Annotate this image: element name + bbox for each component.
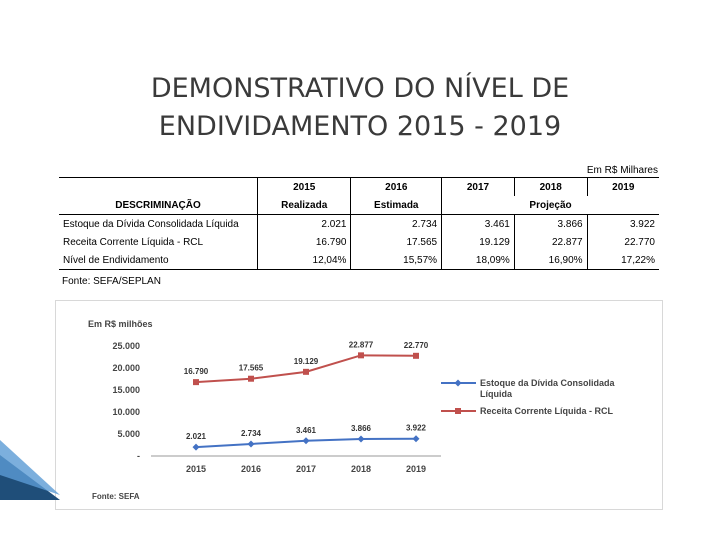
line-chart: Em R$ milhões 25.000 20.000 15.000 10.000 5.… bbox=[88, 319, 616, 501]
legend-label: Estoque da Dívida Consolidada bbox=[480, 378, 616, 388]
corner-decoration bbox=[0, 440, 60, 500]
legend-marker bbox=[454, 379, 462, 387]
cell: 17,22% bbox=[586, 251, 659, 270]
year-2017-header: 2017 bbox=[441, 177, 515, 196]
row-label: Receita Corrente Líquida - RCL bbox=[63, 236, 204, 248]
data-point bbox=[303, 368, 309, 375]
y-tick-label: 20.000 bbox=[112, 363, 140, 373]
data-label: 2.021 bbox=[186, 432, 207, 441]
data-point bbox=[413, 352, 419, 359]
debt-table: 2015 2016 2017 2018 2019 DESCRIMINAÇÃO R… bbox=[59, 177, 659, 270]
cell: 12,04% bbox=[256, 251, 351, 270]
table-row: Nível de Endividamento 12,04% 15,57% 18,… bbox=[59, 251, 659, 270]
table-source: Fonte: SEFA/SEPLAN bbox=[62, 276, 161, 287]
table-row: Estoque da Dívida Consolidada Líquida 2.… bbox=[59, 214, 659, 233]
cell: 16.790 bbox=[256, 233, 351, 251]
data-point bbox=[302, 437, 310, 445]
cell: 16,90% bbox=[513, 251, 588, 270]
data-label: 16.790 bbox=[184, 367, 209, 376]
year-2016-header: 2016 bbox=[350, 177, 442, 196]
chart-panel: Em R$ milhões 25.000 20.000 15.000 10.000 5.… bbox=[55, 300, 663, 510]
chart-source: Fonte: SEFA bbox=[92, 492, 140, 501]
data-label: 3.922 bbox=[406, 424, 427, 433]
cell: 22.877 bbox=[513, 233, 588, 251]
legend-label: Líquida bbox=[480, 389, 513, 399]
data-label: 17.565 bbox=[239, 364, 264, 373]
y-tick-label: - bbox=[137, 451, 140, 461]
row-label: Nível de Endividamento bbox=[63, 254, 169, 266]
cell: 2.021 bbox=[256, 214, 351, 233]
cell: 3.866 bbox=[513, 214, 588, 233]
row-label: Estoque da Dívida Consolidada Líquida bbox=[63, 218, 239, 230]
x-tick-label: 2017 bbox=[296, 464, 316, 474]
data-label: 2.734 bbox=[241, 429, 262, 438]
year-2019-header: 2019 bbox=[586, 177, 659, 196]
data-point bbox=[248, 375, 254, 382]
projecao-header: Projeção bbox=[441, 196, 659, 215]
data-label: 22.770 bbox=[404, 341, 429, 350]
page-title: DEMONSTRATIVO DO NÍVEL DE ENDIVIDAMENTO … bbox=[60, 70, 660, 146]
cell: 15,57% bbox=[350, 251, 442, 270]
x-tick-label: 2015 bbox=[186, 464, 206, 474]
data-label: 19.129 bbox=[294, 357, 319, 366]
cell: 3.461 bbox=[441, 214, 515, 233]
cell: 3.922 bbox=[586, 214, 659, 233]
x-tick-label: 2019 bbox=[406, 464, 426, 474]
cell: 18,09% bbox=[441, 251, 515, 270]
year-2015-header: 2015 bbox=[256, 177, 351, 196]
label-header-blank bbox=[59, 178, 258, 197]
legend-label: Receita Corrente Líquida - RCL bbox=[480, 406, 614, 416]
data-point bbox=[192, 443, 200, 451]
cell: 19.129 bbox=[441, 233, 515, 251]
y-tick-label: 15.000 bbox=[112, 385, 140, 395]
cell: 2.734 bbox=[350, 214, 442, 233]
y-axis-label: Em R$ milhões bbox=[88, 319, 153, 329]
data-point bbox=[193, 379, 199, 386]
estimada-header: Estimada bbox=[350, 196, 442, 215]
data-point bbox=[247, 440, 255, 448]
data-label: 22.877 bbox=[349, 340, 374, 349]
cell: 17.565 bbox=[350, 233, 442, 251]
table-row: Receita Corrente Líquida - RCL 16.790 17… bbox=[59, 233, 659, 251]
cell: 22.770 bbox=[586, 233, 659, 251]
x-tick-label: 2016 bbox=[241, 464, 261, 474]
data-label: 3.866 bbox=[351, 424, 372, 433]
realizada-header: Realizada bbox=[256, 196, 351, 215]
data-point bbox=[357, 435, 365, 443]
table-unit: Em R$ Milhares bbox=[586, 165, 658, 176]
y-tick-label: 10.000 bbox=[112, 407, 140, 417]
data-point bbox=[412, 435, 420, 443]
y-tick-label: 25.000 bbox=[112, 341, 140, 351]
data-label: 3.461 bbox=[296, 426, 317, 435]
title-line-2: ENDIVIDAMENTO 2015 - 2019 bbox=[158, 111, 562, 142]
data-point bbox=[358, 352, 364, 359]
y-tick-label: 5.000 bbox=[117, 429, 140, 439]
legend-marker bbox=[455, 408, 461, 414]
title-line-1: DEMONSTRATIVO DO NÍVEL DE bbox=[150, 73, 570, 104]
year-2018-header: 2018 bbox=[513, 177, 588, 196]
x-tick-label: 2018 bbox=[351, 464, 371, 474]
label-header: DESCRIMINAÇÃO bbox=[115, 199, 201, 211]
